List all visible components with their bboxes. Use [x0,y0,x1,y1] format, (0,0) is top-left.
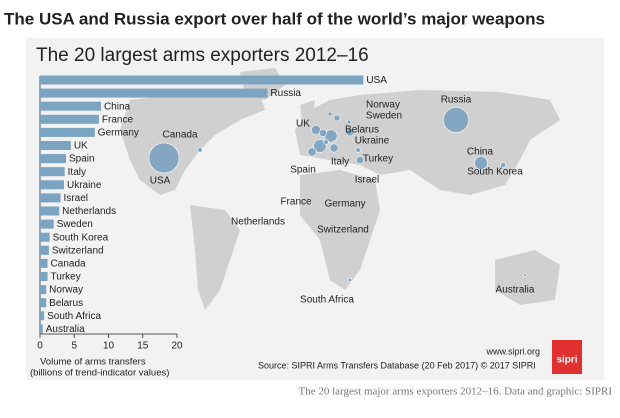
map-label: Germany [324,199,365,210]
map-bubble [197,147,203,153]
map-bubble [443,107,469,133]
map-label: Israel [355,175,379,186]
map-bubble [355,147,361,153]
bar [40,258,48,268]
bar-label: Turkey [51,272,81,283]
headline: The USA and Russia export over half of t… [4,9,545,28]
bar-label: South Korea [53,232,109,243]
bar-label: South Africa [47,311,101,322]
map-label: Canada [162,130,197,141]
map-label: Belarus [345,125,379,136]
bar-label: Italy [68,167,86,178]
bar [40,141,71,150]
chart-title: The 20 largest arms exporters 2012–16 [36,45,369,66]
map-bubble [346,119,352,125]
map-bubble [523,273,527,277]
map-bubble [323,139,329,145]
bar-label: Germany [98,128,139,139]
map-label: South Africa [300,295,354,306]
map-bubble [327,111,333,117]
map-label: South Korea [467,167,523,178]
x-axis-label: Volume of arms transfers [40,357,146,368]
map-label: Ukraine [355,136,390,147]
map-bubble [348,278,352,282]
bar-label: China [104,101,131,112]
bar [40,285,47,295]
map-bubble [345,127,355,137]
bar [40,206,60,216]
bar [40,75,364,85]
bar [40,180,64,190]
map-bubble [333,114,341,122]
bar [40,311,45,321]
logo-box [552,340,582,374]
bar-label: Russia [270,88,301,99]
bar [40,193,61,203]
bar [40,245,49,255]
bar [40,272,48,281]
map-label: Netherlands [231,217,285,228]
website: www.sipri.org [485,346,540,356]
bar-label: Netherlands [62,206,116,217]
map-label: China [467,147,494,158]
bar [40,127,95,137]
bar [40,114,99,124]
bar [40,101,101,111]
map-label: UK [296,119,310,130]
map-label: Spain [290,165,316,176]
map-label: Norway [366,100,400,111]
x-axis-label: (billions of trend-indicator values) [30,368,169,379]
map-bubble [355,155,365,165]
bar-label: Australia [46,324,85,335]
bar [40,298,47,308]
map-bubble [474,156,488,170]
bar-label: Ukraine [67,180,102,191]
map-label: Australia [496,285,535,296]
logo: sipri [556,355,577,366]
bar-label: Spain [69,154,95,165]
bar [40,167,65,177]
x-tick-label: 0 [37,341,43,352]
source: Source: SIPRI Arms Transfers Database (2… [258,360,536,370]
bar [40,154,67,164]
x-tick-label: 5 [71,341,77,352]
bar [40,219,54,229]
caption: The 20 largest major arms exporters 2012… [298,386,612,398]
x-tick-label: 15 [137,341,149,352]
bar-label: Israel [64,193,88,204]
bar [40,88,268,98]
map-bubble [313,139,327,153]
map-label: Switzerland [317,225,369,236]
map-bubble [307,147,317,157]
map-bubble [500,162,506,168]
map-label: Russia [441,95,472,106]
map-label: Sweden [366,111,402,122]
x-tick-label: 20 [171,341,183,352]
bar [40,232,50,242]
map-label: USA [150,176,171,187]
map-bubble [319,129,327,137]
map-bubble [329,143,339,153]
bar-label: Switzerland [52,245,104,256]
bar [40,324,43,334]
bar-label: France [102,114,134,125]
map-label: Turkey [363,154,393,165]
bar-label: USA [366,75,387,86]
map-label: France [280,197,312,208]
bar-label: Sweden [57,219,93,230]
bar-label: UK [74,141,88,152]
x-tick-label: 10 [103,341,115,352]
bar-label: Norway [49,285,83,296]
map-bubble [148,142,180,174]
bar-label: Canada [51,259,86,270]
bar-label: Belarus [49,298,83,309]
map-label: Italy [331,157,349,168]
